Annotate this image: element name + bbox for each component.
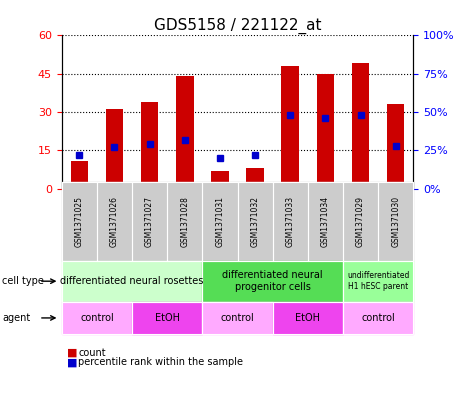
Text: GDS5158 / 221122_at: GDS5158 / 221122_at [154, 18, 321, 34]
Text: GSM1371029: GSM1371029 [356, 196, 365, 247]
Text: EtOH: EtOH [295, 313, 320, 323]
Text: control: control [361, 313, 395, 323]
Bar [211, 171, 228, 189]
Text: cell type: cell type [2, 276, 44, 286]
Text: count: count [78, 348, 106, 358]
Text: EtOH: EtOH [155, 313, 180, 323]
Text: GSM1371031: GSM1371031 [216, 196, 224, 247]
Text: GSM1371030: GSM1371030 [391, 196, 400, 247]
Text: GSM1371034: GSM1371034 [321, 196, 330, 247]
Bar [316, 73, 334, 189]
Bar [176, 76, 194, 189]
Bar [352, 64, 369, 189]
Text: percentile rank within the sample: percentile rank within the sample [78, 358, 243, 367]
Text: ■: ■ [66, 358, 77, 367]
Text: control: control [220, 313, 255, 323]
Text: differentiated neural
progenitor cells: differentiated neural progenitor cells [222, 270, 323, 292]
Bar [387, 104, 404, 189]
Text: GSM1371027: GSM1371027 [145, 196, 154, 247]
Text: GSM1371032: GSM1371032 [251, 196, 259, 247]
Bar [141, 102, 158, 189]
Bar [105, 110, 124, 189]
Text: GSM1371026: GSM1371026 [110, 196, 119, 247]
Text: GSM1371028: GSM1371028 [180, 196, 189, 247]
Bar [281, 66, 299, 189]
Text: ■: ■ [66, 348, 77, 358]
Text: agent: agent [2, 313, 30, 323]
Text: control: control [80, 313, 114, 323]
Text: GSM1371025: GSM1371025 [75, 196, 84, 247]
Bar [247, 168, 264, 189]
Text: GSM1371033: GSM1371033 [286, 196, 294, 247]
Text: undifferentiated
H1 hESC parent: undifferentiated H1 hESC parent [347, 272, 409, 291]
Bar [71, 160, 88, 189]
Text: differentiated neural rosettes: differentiated neural rosettes [60, 276, 204, 286]
